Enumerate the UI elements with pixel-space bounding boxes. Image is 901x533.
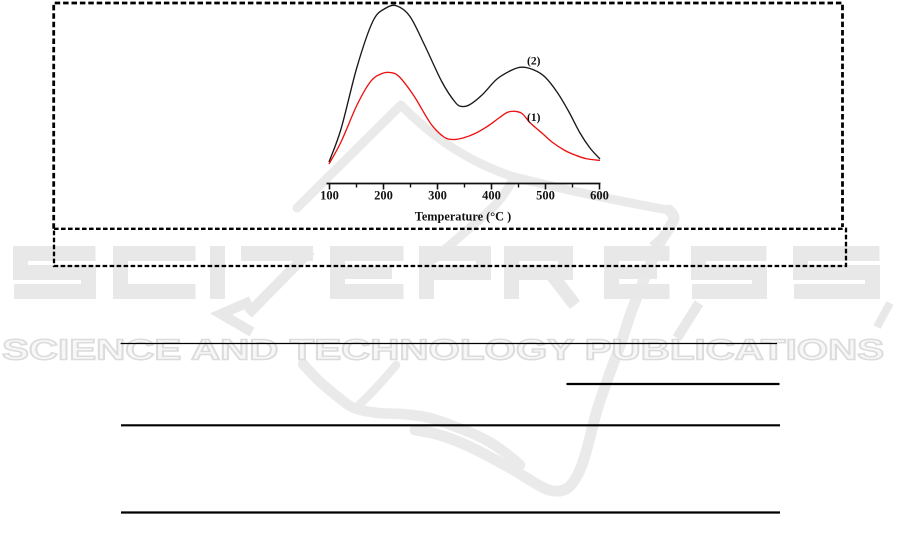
svg-text:400: 400 [482, 189, 501, 203]
svg-text:200: 200 [374, 189, 393, 203]
svg-text:SCIENCE AND TECHNOLOGY PUBLICA: SCIENCE AND TECHNOLOGY PUBLICATIONS [2, 333, 884, 366]
svg-text:100: 100 [320, 189, 339, 203]
svg-text:500: 500 [536, 189, 555, 203]
svg-text:300: 300 [428, 189, 447, 203]
svg-text:600: 600 [590, 189, 609, 203]
svg-text:Temperature (°C ): Temperature (°C ) [415, 210, 511, 224]
svg-text:(1): (1) [527, 112, 541, 124]
svg-text:(2): (2) [527, 56, 541, 68]
